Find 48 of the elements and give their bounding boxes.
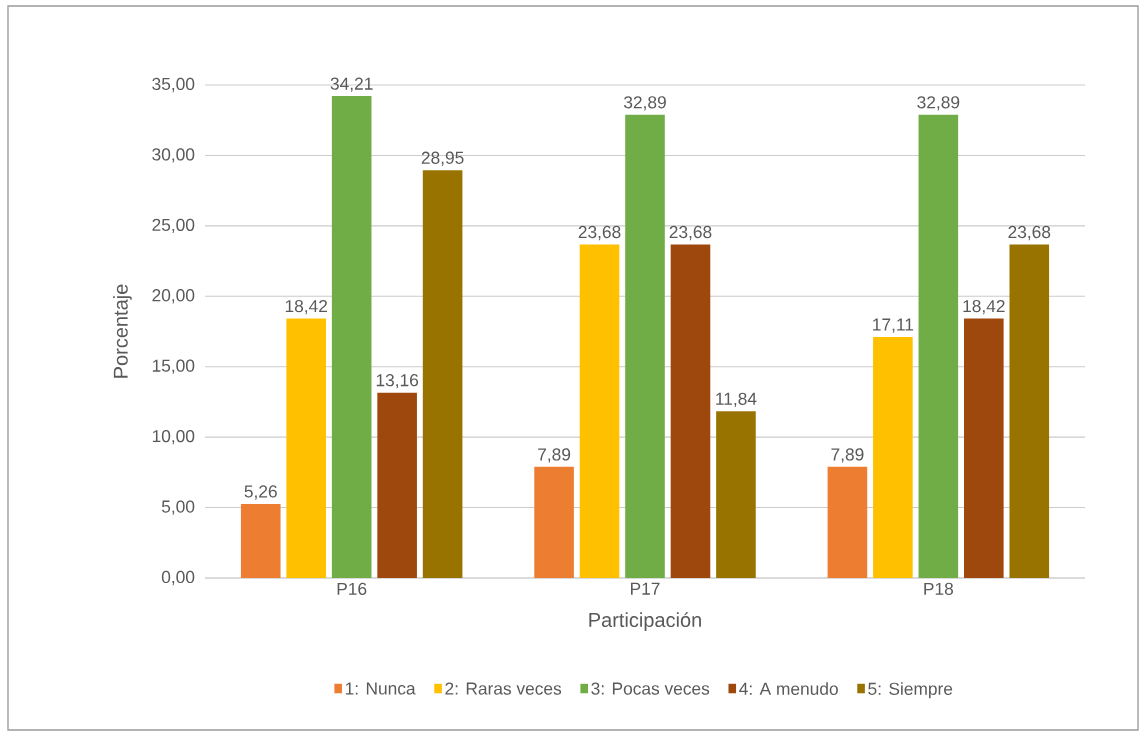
data-label: 34,21 xyxy=(330,77,373,92)
bar xyxy=(918,114,959,578)
data-label: 13,16 xyxy=(376,374,419,389)
bar xyxy=(670,244,711,578)
bar xyxy=(964,318,1004,578)
legend-label: 1: Nunca xyxy=(345,682,416,695)
data-label: 7,89 xyxy=(538,448,571,463)
y-tick-label: 0,00 xyxy=(161,570,195,586)
legend-label: 4: A menudo xyxy=(739,682,838,695)
bar xyxy=(534,466,574,578)
bar xyxy=(240,503,281,578)
bar xyxy=(422,170,463,578)
bar xyxy=(625,114,665,578)
data-label: 5,26 xyxy=(244,485,277,500)
y-tick-label: 15,00 xyxy=(152,359,195,374)
legend-label: 2: Raras veces xyxy=(445,682,562,695)
y-tick-label: 35,00 xyxy=(152,77,195,93)
data-label: 23,68 xyxy=(578,225,621,241)
data-label: 28,95 xyxy=(421,151,464,166)
legend-label: 5: Siempre xyxy=(868,682,953,699)
data-label: 11,84 xyxy=(716,392,757,407)
x-tick-label: P18 xyxy=(924,582,954,595)
bar xyxy=(286,318,326,578)
bar xyxy=(1009,244,1050,578)
data-label: 32,89 xyxy=(917,96,960,111)
x-tick-label: P17 xyxy=(631,582,660,595)
y-tick-label: 5,00 xyxy=(161,500,195,515)
data-label: 17,11 xyxy=(873,318,914,333)
y-axis-title: Porcentaje xyxy=(113,284,132,378)
data-label: 32,89 xyxy=(623,96,666,111)
bar xyxy=(331,96,372,578)
bar xyxy=(377,392,417,578)
bar xyxy=(873,336,913,578)
y-tick-label: 25,00 xyxy=(152,218,195,234)
bar xyxy=(716,411,756,578)
bar xyxy=(827,466,868,578)
x-axis-title: Participación xyxy=(589,612,701,631)
y-tick-label: 10,00 xyxy=(152,429,195,445)
data-label: 7,89 xyxy=(831,448,864,463)
y-tick-label: 30,00 xyxy=(152,148,195,163)
data-label: 18,42 xyxy=(285,299,328,315)
legend-label: 3: Pocas veces xyxy=(591,682,710,695)
y-tick-label: 20,00 xyxy=(152,289,195,304)
data-label: 23,68 xyxy=(669,225,712,241)
data-label: 23,68 xyxy=(1008,225,1051,241)
bar xyxy=(579,244,620,578)
x-tick-label: P16 xyxy=(337,582,367,595)
data-label: 18,42 xyxy=(963,299,1005,315)
